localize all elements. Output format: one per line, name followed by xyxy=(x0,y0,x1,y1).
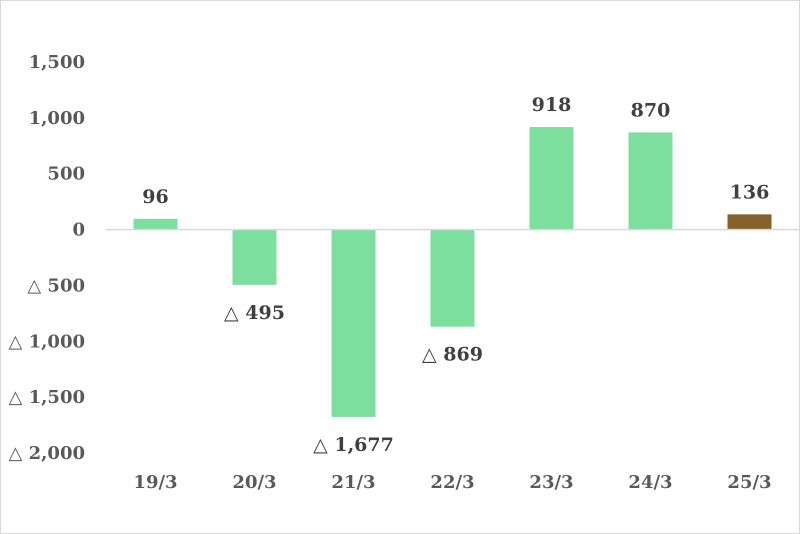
bar-22-3 xyxy=(430,229,475,327)
data-label: 870 xyxy=(631,99,671,121)
data-labels: 96 △ 495 △ 1,677 △ 869 918 870 136 xyxy=(142,94,769,456)
y-tick-label: 500 xyxy=(47,164,85,185)
x-tick-label: 19/3 xyxy=(133,472,177,493)
y-tick-label: 0 xyxy=(72,220,85,241)
data-label: 136 xyxy=(730,181,770,203)
bar-25-3 xyxy=(727,214,772,230)
bar-19-3 xyxy=(133,218,178,230)
bar-20-3 xyxy=(232,229,277,285)
bar-23-3 xyxy=(529,127,574,230)
x-tick-label: 22/3 xyxy=(430,472,474,493)
data-label: 918 xyxy=(532,94,572,116)
y-axis-ticks: 1,500 1,000 500 0 △ 500 △ 1,000 △ 1,500 △ 2,000 xyxy=(9,52,85,464)
data-label: 96 xyxy=(142,186,168,208)
bar-24-3 xyxy=(628,132,673,230)
data-label: △ 495 xyxy=(224,302,285,324)
x-tick-label: 21/3 xyxy=(331,472,375,493)
data-label: △ 869 xyxy=(422,344,483,366)
x-tick-label: 23/3 xyxy=(529,472,573,493)
y-tick-label: 1,000 xyxy=(29,108,85,129)
bar-21-3 xyxy=(331,229,376,417)
y-tick-label: 1,500 xyxy=(29,52,85,73)
x-tick-label: 20/3 xyxy=(232,472,276,493)
y-tick-label: △ 500 xyxy=(27,275,85,296)
bars-group xyxy=(133,127,772,417)
y-tick-label: △ 1,500 xyxy=(9,387,85,408)
x-tick-label: 25/3 xyxy=(727,472,771,493)
y-tick-label: △ 1,000 xyxy=(9,331,85,352)
x-tick-label: 24/3 xyxy=(628,472,672,493)
x-axis-ticks: 19/3 20/3 21/3 22/3 23/3 24/3 25/3 xyxy=(133,472,771,493)
y-tick-label: △ 2,000 xyxy=(9,443,85,464)
data-label: △ 1,677 xyxy=(313,434,394,456)
